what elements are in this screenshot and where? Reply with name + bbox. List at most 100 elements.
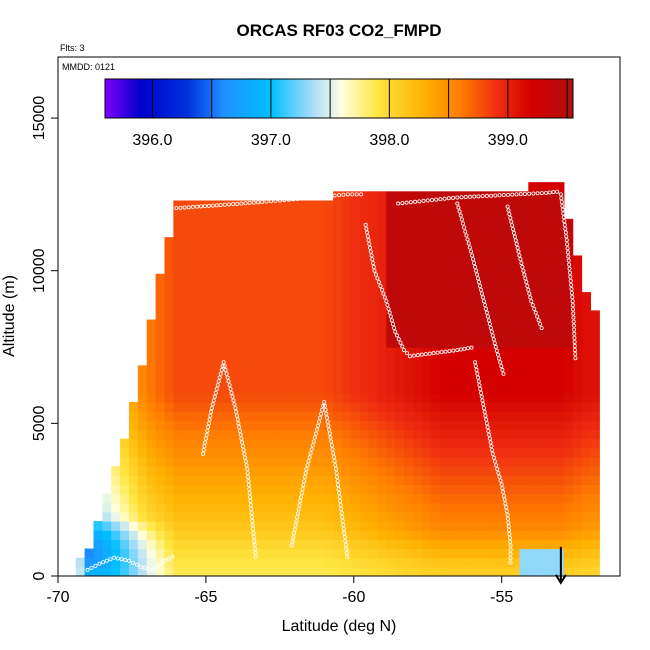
heatmap-cell: [244, 466, 254, 476]
heatmap-cell: [324, 255, 334, 266]
heatmap-cell: [528, 502, 538, 513]
heatmap-cell: [182, 521, 192, 531]
heatmap-cell: [404, 191, 414, 202]
heatmap-cell: [297, 282, 308, 293]
heatmap-cell: [306, 237, 316, 247]
heatmap-cell: [217, 548, 228, 559]
heatmap-cell: [164, 383, 174, 394]
heatmap-cell: [315, 273, 325, 284]
heatmap-cell: [111, 548, 121, 559]
heatmap-cell: [395, 264, 405, 275]
heatmap-cell: [199, 438, 210, 449]
heatmap-cell: [466, 246, 476, 257]
track-point: [533, 310, 538, 315]
heatmap-cell: [315, 438, 325, 449]
heatmap-cell: [572, 484, 583, 495]
heatmap-cell: [262, 475, 272, 486]
heatmap-cell: [510, 292, 521, 302]
heatmap-cell: [262, 511, 272, 522]
heatmap-cell: [368, 374, 379, 385]
heatmap-cell: [537, 456, 547, 467]
heatmap-cell: [306, 392, 316, 403]
heatmap-cell: [563, 282, 574, 293]
heatmap-cell: [288, 347, 299, 357]
heatmap-cell: [306, 374, 316, 385]
heatmap-cell: [324, 475, 334, 486]
heatmap-cell: [155, 475, 166, 486]
heatmap-cell: [404, 237, 414, 247]
heatmap-cell: [217, 502, 228, 513]
heatmap-cell: [270, 456, 281, 467]
heatmap-cell: [430, 301, 441, 311]
track-point: [493, 459, 498, 464]
heatmap-cell: [519, 392, 529, 403]
heatmap-cell: [377, 484, 387, 495]
heatmap-cell: [164, 475, 174, 486]
heatmap-cell: [137, 365, 148, 376]
heatmap-cell: [306, 200, 316, 211]
track-point: [130, 560, 135, 565]
heatmap-cell: [519, 456, 529, 467]
heatmap-cell: [155, 438, 166, 449]
heatmap-cell: [395, 383, 405, 394]
heatmap-cell: [421, 255, 432, 266]
heatmap-cell: [510, 319, 521, 330]
heatmap-cell: [128, 401, 139, 412]
heatmap-cell: [537, 374, 547, 385]
heatmap-cell: [173, 392, 183, 403]
heatmap-cell: [235, 282, 245, 293]
track-point: [115, 556, 120, 561]
track-point: [425, 198, 430, 203]
heatmap-cell: [350, 383, 361, 394]
heatmap-cell: [182, 429, 192, 440]
heatmap-cell: [386, 255, 396, 266]
heatmap-cell: [306, 218, 316, 229]
heatmap-cell: [235, 493, 245, 504]
track-point: [386, 306, 391, 311]
heatmap-cell: [350, 521, 361, 531]
track-point: [499, 364, 504, 369]
chart-title: ORCAS RF03 CO2_FMPD: [237, 21, 442, 40]
heatmap-cell: [492, 539, 503, 550]
track-point: [226, 202, 231, 207]
heatmap-cell: [519, 365, 529, 376]
heatmap-cell: [262, 401, 272, 412]
heatmap-cell: [412, 319, 423, 330]
heatmap-cell: [359, 191, 370, 202]
heatmap-cell: [492, 530, 503, 540]
heatmap-cell: [590, 502, 600, 513]
heatmap-cell: [350, 273, 361, 284]
heatmap-cell: [448, 511, 458, 522]
heatmap-cell: [492, 493, 503, 504]
track-point: [520, 264, 525, 269]
track-point: [328, 435, 333, 440]
heatmap-cell: [262, 273, 272, 284]
track-point: [243, 459, 248, 464]
heatmap-cell: [253, 447, 263, 458]
heatmap-cell: [173, 484, 183, 495]
heatmap-cell: [226, 447, 237, 458]
heatmap-cell: [262, 429, 272, 440]
heatmap-cell: [368, 310, 379, 321]
heatmap-cell: [191, 246, 201, 257]
heatmap-cell: [457, 557, 467, 568]
heatmap-cell: [368, 246, 379, 257]
heatmap-cell: [581, 401, 592, 412]
track-point: [322, 399, 327, 404]
track-point: [455, 348, 460, 353]
heatmap-cell: [554, 227, 565, 238]
track-point: [529, 299, 534, 304]
heatmap-cell: [377, 429, 387, 440]
heatmap-cell: [84, 548, 95, 559]
heatmap-cell: [217, 456, 228, 467]
track-point: [573, 348, 578, 353]
heatmap-cell: [217, 347, 228, 357]
heatmap-cell: [430, 392, 441, 403]
heatmap-cell: [421, 511, 432, 522]
heatmap-cell: [182, 227, 192, 238]
heatmap-cell: [483, 484, 494, 495]
heatmap-cell: [128, 493, 139, 504]
track-point: [487, 436, 492, 441]
heatmap-cell: [377, 557, 387, 568]
track-point: [238, 432, 243, 437]
